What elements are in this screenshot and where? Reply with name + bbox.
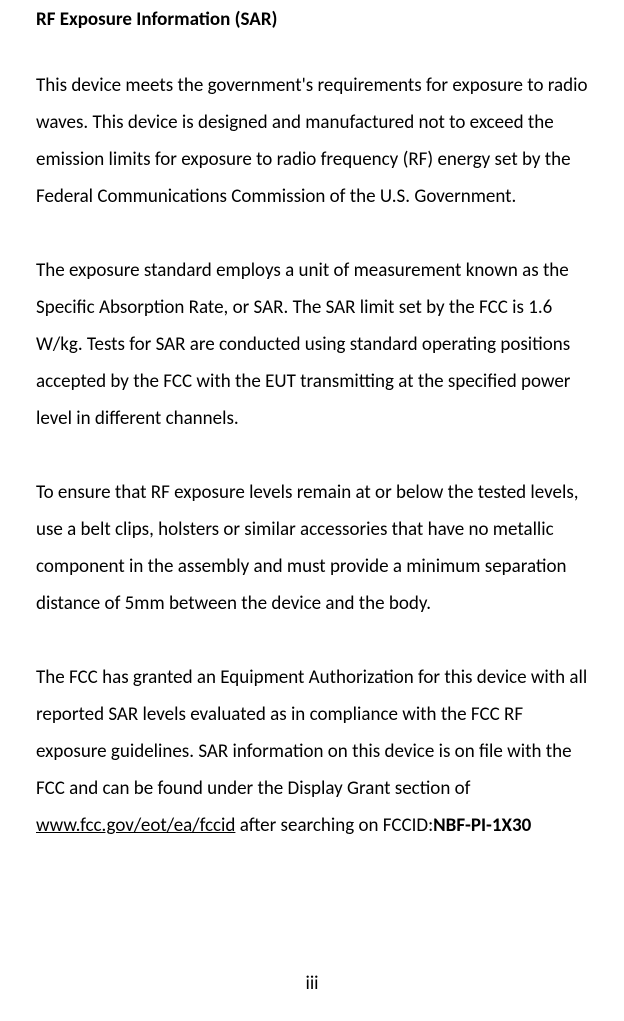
paragraph-4-pre: The FCC has granted an Equipment Authori… <box>36 666 587 800</box>
page-number: iii <box>0 972 624 995</box>
paragraph-1: This device meets the government's requi… <box>36 67 588 215</box>
paragraph-3: To ensure that RF exposure levels remain… <box>36 474 588 622</box>
paragraph-4-mid: after searching on FCCID: <box>235 814 433 837</box>
paragraph-4: The FCC has granted an Equipment Authori… <box>36 659 588 844</box>
section-heading: RF Exposure Information (SAR) <box>36 8 588 33</box>
fcc-link[interactable]: www.fcc.gov/eot/ea/fccid <box>36 814 235 837</box>
paragraph-2: The exposure standard employs a unit of … <box>36 252 588 437</box>
fcc-id: NBF-PI-1X30 <box>433 814 531 837</box>
